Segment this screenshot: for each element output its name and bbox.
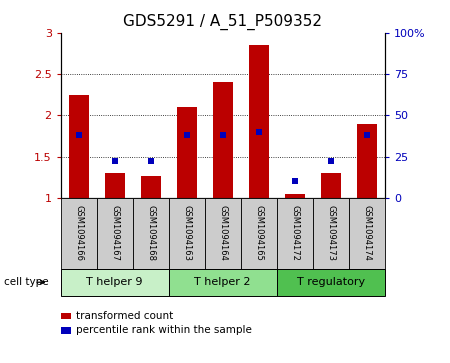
Text: percentile rank within the sample: percentile rank within the sample xyxy=(76,325,252,335)
Point xyxy=(75,132,82,138)
Text: GSM1094168: GSM1094168 xyxy=(146,205,155,261)
Bar xyxy=(277,198,313,269)
Bar xyxy=(69,95,89,198)
Text: GSM1094173: GSM1094173 xyxy=(326,205,335,261)
Bar xyxy=(105,173,125,198)
Bar xyxy=(133,198,169,269)
Text: GSM1094163: GSM1094163 xyxy=(182,205,191,261)
Point xyxy=(111,159,118,164)
Bar xyxy=(349,198,385,269)
Bar xyxy=(61,269,169,296)
Text: cell type: cell type xyxy=(4,277,49,287)
Bar xyxy=(213,82,233,198)
Bar xyxy=(285,194,305,198)
Text: T regulatory: T regulatory xyxy=(297,277,365,287)
Point xyxy=(255,129,262,135)
Bar xyxy=(177,107,197,198)
Bar xyxy=(61,198,97,269)
Bar xyxy=(321,173,341,198)
Text: GSM1094174: GSM1094174 xyxy=(362,205,371,261)
Bar xyxy=(241,198,277,269)
Point xyxy=(363,132,370,138)
Text: T helper 9: T helper 9 xyxy=(86,277,143,287)
Bar xyxy=(357,123,377,198)
Text: GSM1094166: GSM1094166 xyxy=(74,205,83,261)
Bar xyxy=(97,198,133,269)
Point xyxy=(147,159,154,164)
Point xyxy=(327,159,334,164)
Text: GSM1094165: GSM1094165 xyxy=(254,205,263,261)
Text: GSM1094164: GSM1094164 xyxy=(218,205,227,261)
Text: GSM1094167: GSM1094167 xyxy=(110,205,119,261)
Bar xyxy=(141,176,161,198)
Title: GDS5291 / A_51_P509352: GDS5291 / A_51_P509352 xyxy=(123,14,322,30)
Point xyxy=(219,132,226,138)
Bar xyxy=(205,198,241,269)
Text: T helper 2: T helper 2 xyxy=(194,277,251,287)
Bar xyxy=(277,269,385,296)
Bar xyxy=(169,198,205,269)
Bar xyxy=(169,269,277,296)
Bar xyxy=(313,198,349,269)
Point xyxy=(183,132,190,138)
Text: GSM1094172: GSM1094172 xyxy=(290,205,299,261)
Point xyxy=(291,179,298,184)
Bar xyxy=(249,45,269,198)
Text: transformed count: transformed count xyxy=(76,311,173,321)
